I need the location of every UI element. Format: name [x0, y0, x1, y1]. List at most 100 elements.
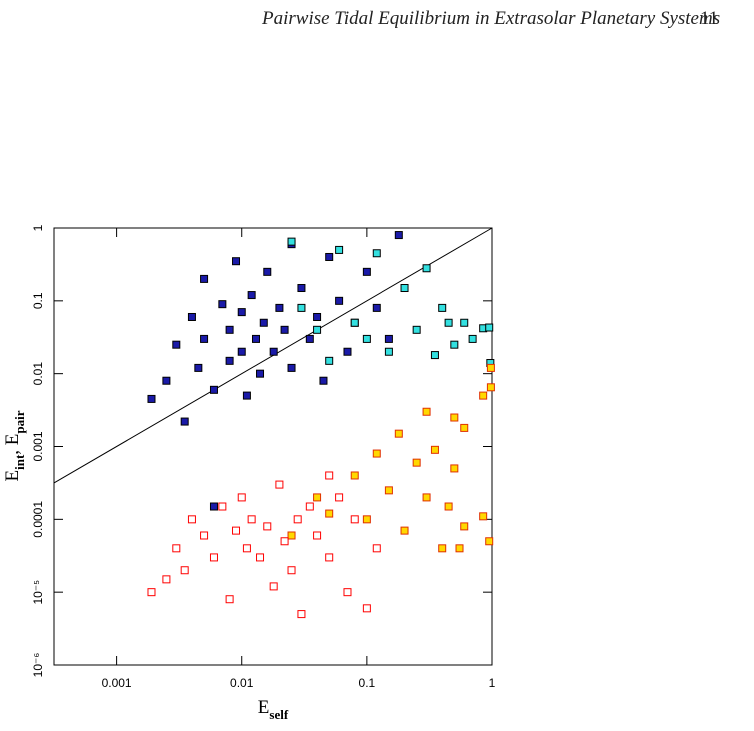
point: [430, 351, 439, 360]
point: [180, 566, 189, 575]
point: [242, 544, 251, 553]
point: [343, 588, 352, 597]
point: [438, 544, 447, 553]
point: [319, 376, 328, 385]
point: [287, 363, 296, 372]
point: [237, 308, 246, 317]
y-axis-label: Eint, Epair: [2, 410, 27, 481]
point: [305, 334, 314, 343]
point: [394, 231, 403, 240]
point: [384, 334, 393, 343]
point: [287, 566, 296, 575]
point: [269, 582, 278, 591]
y-label-main: , E: [2, 434, 23, 455]
point: [412, 325, 421, 334]
x-label-main: E: [258, 697, 270, 718]
y-tick-label: 0.0001: [31, 501, 45, 538]
point: [468, 334, 477, 343]
point: [147, 394, 156, 403]
y-label-sub: pair: [12, 410, 27, 433]
point: [430, 445, 439, 454]
point: [172, 544, 181, 553]
point: [209, 502, 218, 511]
point: [450, 340, 459, 349]
point: [287, 531, 296, 540]
point: [486, 363, 495, 372]
point: [232, 257, 241, 266]
point: [372, 303, 381, 312]
point: [305, 502, 314, 511]
point: [263, 522, 272, 531]
point: [422, 493, 431, 502]
point: [194, 363, 203, 372]
point: [362, 267, 371, 276]
point: [256, 553, 265, 562]
point: [335, 296, 344, 305]
point: [287, 237, 296, 246]
point: [460, 522, 469, 531]
point: [280, 537, 289, 546]
x-tick-label: 0.001: [102, 676, 132, 690]
point: [450, 413, 459, 422]
point: [460, 318, 469, 327]
point: [422, 407, 431, 416]
y-tick-label: 0.001: [31, 431, 45, 461]
point: [313, 531, 322, 540]
y-tick-label: 0.1: [31, 292, 45, 309]
point: [172, 340, 181, 349]
running-header: Pairwise Tidal Equilibrium in Extrasolar…: [0, 0, 754, 40]
point: [269, 347, 278, 356]
point: [479, 512, 488, 521]
point: [350, 471, 359, 480]
x-tick-label: 0.1: [359, 676, 376, 690]
point: [200, 274, 209, 283]
point: [293, 515, 302, 524]
point: [422, 264, 431, 273]
point: [450, 464, 459, 473]
point: [350, 318, 359, 327]
point: [162, 575, 171, 584]
header-title: Pairwise Tidal Equilibrium in Extrasolar…: [262, 8, 721, 29]
point: [218, 300, 227, 309]
point: [237, 493, 246, 502]
point: [455, 544, 464, 553]
point: [444, 502, 453, 511]
point: [460, 423, 469, 432]
point: [384, 347, 393, 356]
y-tick-label: 0.01: [31, 362, 45, 386]
point: [400, 526, 409, 535]
point: [335, 245, 344, 254]
plot-frame: [53, 227, 493, 666]
point: [325, 509, 334, 518]
point: [247, 515, 256, 524]
point: [313, 493, 322, 502]
point: [313, 312, 322, 321]
point: [297, 610, 306, 619]
point: [325, 356, 334, 365]
point: [242, 391, 251, 400]
point: [297, 303, 306, 312]
y-tick-label: 10⁻⁶: [31, 653, 45, 678]
point: [187, 515, 196, 524]
point: [394, 429, 403, 438]
y-tick-label: 10⁻⁵: [31, 580, 45, 605]
point: [313, 325, 322, 334]
y-tick-label: 1: [31, 224, 45, 231]
point: [237, 347, 246, 356]
point: [325, 553, 334, 562]
point: [444, 318, 453, 327]
point: [486, 383, 495, 392]
point: [412, 458, 421, 467]
x-tick-label: 1: [489, 676, 496, 690]
point: [232, 526, 241, 535]
point: [479, 391, 488, 400]
point: [225, 356, 234, 365]
point: [275, 480, 284, 489]
point: [372, 249, 381, 258]
point: [372, 544, 381, 553]
point: [180, 417, 189, 426]
y-label-sub: int: [12, 454, 27, 470]
point: [362, 515, 371, 524]
